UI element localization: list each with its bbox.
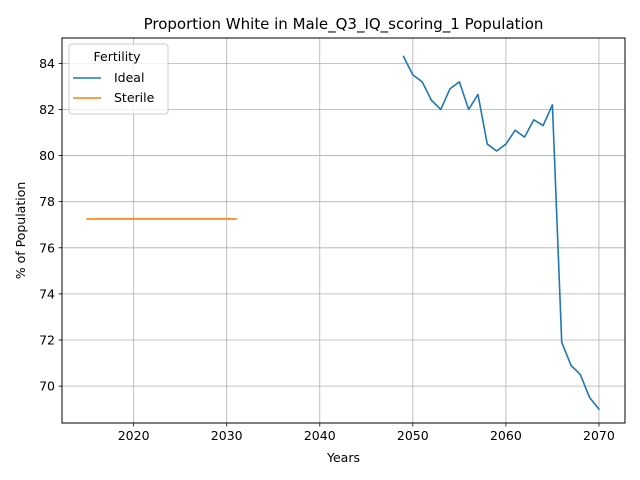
grid-layer	[62, 38, 625, 423]
legend-label-sterile: Sterile	[114, 90, 155, 105]
y-tick-label: 80	[39, 148, 55, 163]
legend-box	[68, 43, 169, 115]
y-axis-title: % of Population	[13, 182, 28, 280]
x-tick-label: 2060	[490, 428, 522, 443]
plot-area-frame	[61, 37, 626, 424]
legend-title: Fertility	[94, 49, 142, 64]
y-tick-label: 82	[39, 102, 55, 117]
y-tick-label: 70	[39, 379, 55, 394]
y-tick-label: 72	[39, 333, 55, 348]
chart-title: Proportion White in Male_Q3_IQ_scoring_1…	[144, 15, 544, 34]
y-tick-label: 78	[39, 194, 55, 209]
legend-label-ideal: Ideal	[114, 70, 144, 85]
y-tick-label: 76	[39, 240, 55, 255]
x-tick-label: 2030	[211, 428, 243, 443]
legend: Fertility Ideal Sterile	[68, 43, 169, 115]
x-tick-label: 2040	[304, 428, 336, 443]
series-line-ideal	[402, 55, 601, 411]
x-tick-label: 2020	[118, 428, 150, 443]
x-tick-label: 2050	[397, 428, 429, 443]
series-layer	[86, 55, 601, 411]
y-tick-label: 74	[39, 286, 55, 301]
y-tick-label: 84	[39, 56, 55, 71]
x-axis-title: Years	[326, 450, 360, 465]
tick-layer: 2020 2030 2040 2050 2060 2070 70 72 74 76 78 80 82 84	[39, 56, 615, 443]
x-tick-label: 2070	[583, 428, 615, 443]
